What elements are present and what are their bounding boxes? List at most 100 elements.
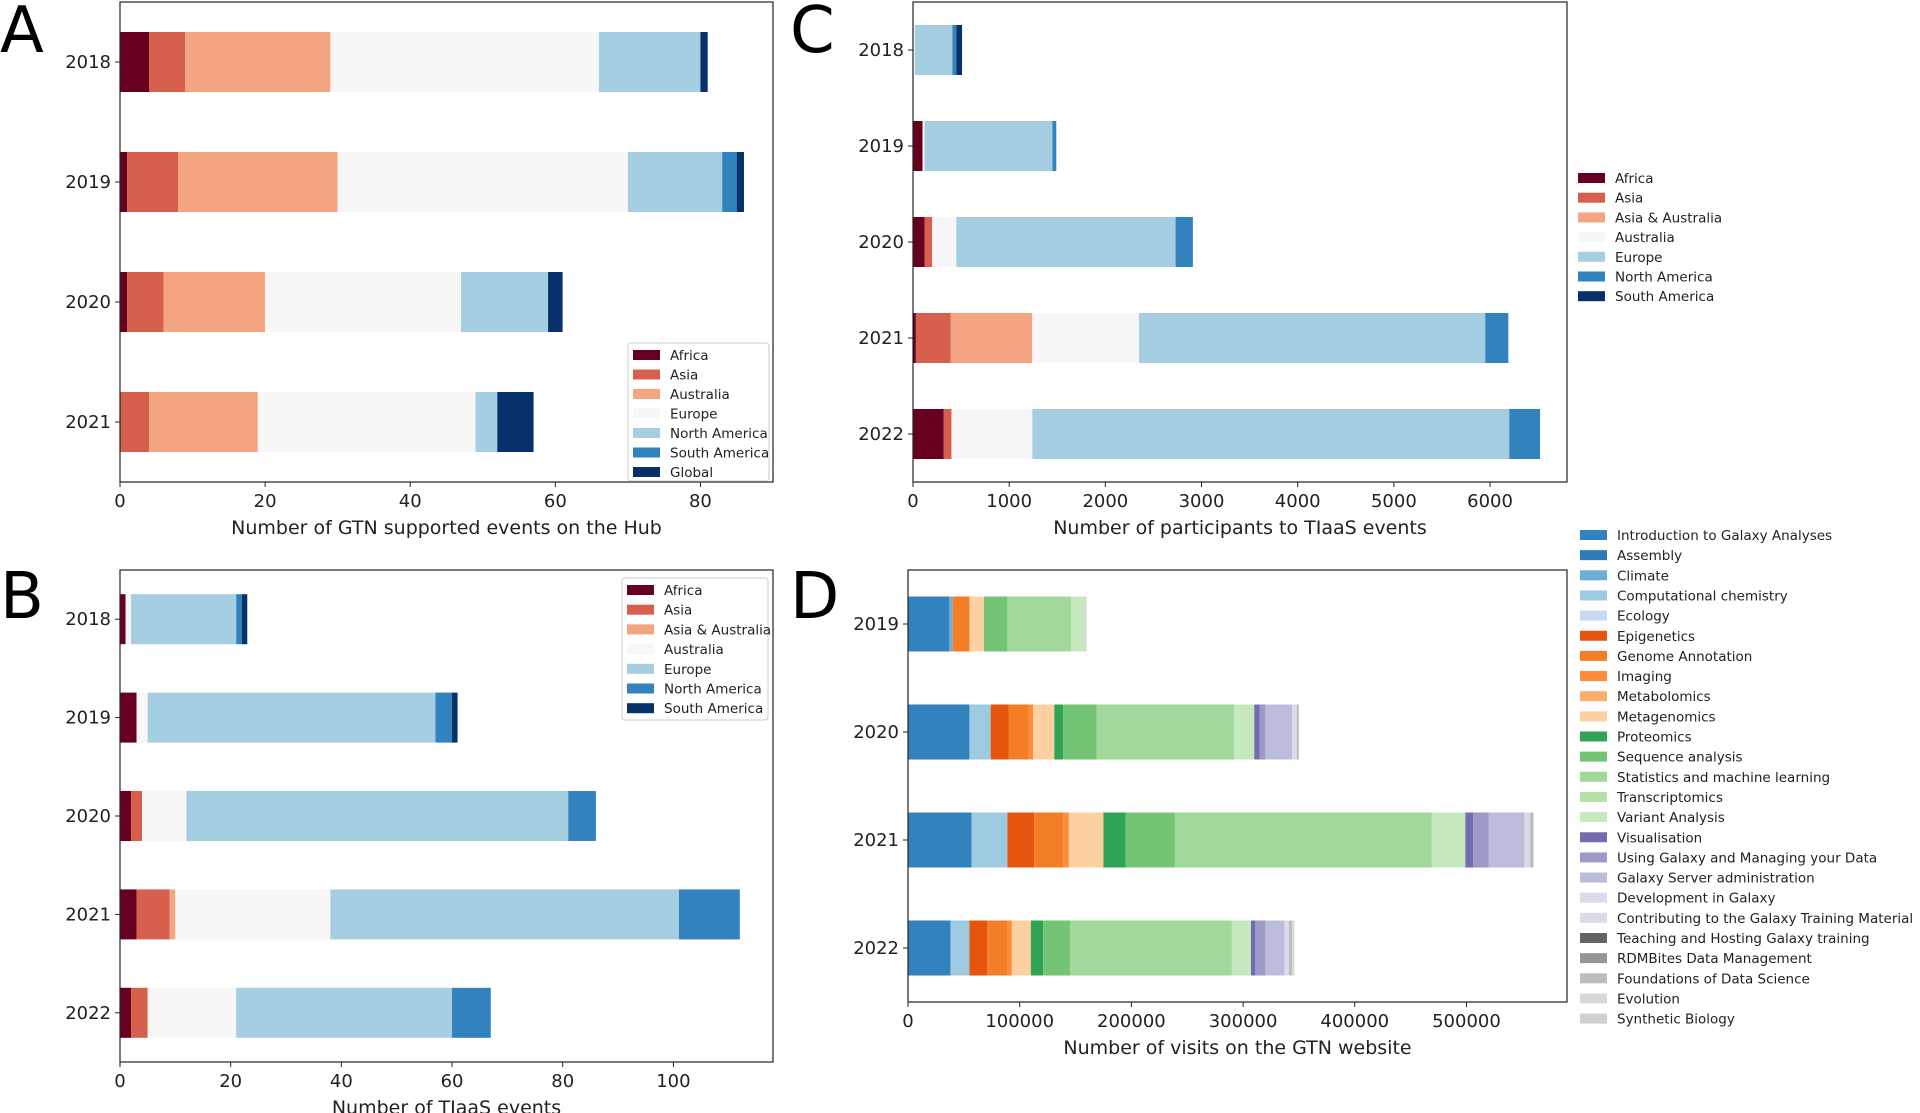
bar-d-2019-sequence-analysis xyxy=(983,596,1008,652)
ytick-label-d-2019: 2019 xyxy=(853,614,899,635)
xtick-label-b-0: 0 xyxy=(114,1071,125,1092)
legend-swatch-d-imaging xyxy=(1580,671,1607,682)
bar-b-2021-asia-australia xyxy=(169,889,176,940)
bar-a-2019-australia xyxy=(178,152,338,212)
xtick-label-d-300000: 300000 xyxy=(1209,1011,1278,1032)
legend-label-d-computational-chemistry: Computational chemistry xyxy=(1617,588,1788,604)
bar-d-2022-evolution xyxy=(1292,920,1295,976)
bar-d-2020-using-galaxy-and-managing-your-data xyxy=(1259,704,1266,760)
bar-c-2021-africa xyxy=(913,313,916,363)
bar-a-2019-europe xyxy=(337,152,628,212)
legend-swatch-d-visualisation xyxy=(1580,832,1607,843)
bar-b-2021-europe xyxy=(330,889,679,940)
ytick-label-b-2019: 2019 xyxy=(65,708,111,729)
legend-swatch-b-north-america xyxy=(627,683,654,694)
legend-label-a-global: Global xyxy=(670,465,713,481)
bar-b-2021-africa xyxy=(120,889,137,940)
panel-c-chart: 2018 2019 2020 2021 2022 0 1000 2000 3000 4000 500… xyxy=(858,1,1722,539)
legend-label-a-north-america: North America xyxy=(670,426,768,442)
legend-swatch-c-australia xyxy=(1578,232,1605,243)
legend-label-d-using-galaxy-and-managing-your-data: Using Galaxy and Managing your Data xyxy=(1617,850,1877,866)
xtick-label-c-2000: 2000 xyxy=(1082,491,1128,512)
bar-d-2021-metagenomics xyxy=(1068,812,1104,868)
legend-label-a-australia: Australia xyxy=(670,387,730,403)
xlabel-c: Number of participants to TIaaS events xyxy=(1053,517,1427,539)
bar-a-2020-north-america xyxy=(461,272,549,332)
legend-swatch-d-ecology xyxy=(1580,610,1607,621)
xtick-label-b-60: 60 xyxy=(441,1071,464,1092)
legend-label-d-teaching-and-hosting-galaxy-training: Teaching and Hosting Galaxy training xyxy=(1616,931,1870,947)
legend-swatch-d-contributing-to-the-galaxy-training-material xyxy=(1580,912,1607,923)
legend-c: Africa Asia Asia & Australia Australia Europ… xyxy=(1578,171,1722,305)
bar-c-2018-australia xyxy=(913,25,915,75)
ytick-label-a-2018: 2018 xyxy=(65,52,111,73)
legend-label-a-africa: Africa xyxy=(670,348,709,364)
legend-swatch-c-south-america xyxy=(1578,291,1605,302)
xtick-label-a-60: 60 xyxy=(544,491,567,512)
xtick-label-d-100000: 100000 xyxy=(985,1011,1054,1032)
xtick-label-c-4000: 4000 xyxy=(1275,491,1321,512)
bar-c-2021-asia-australia xyxy=(950,313,1033,363)
bar-d-2020-development-in-galaxy xyxy=(1292,704,1297,760)
bar-d-2022-visualisation xyxy=(1250,920,1256,976)
xtick-label-a-80: 80 xyxy=(689,491,712,512)
panel-b-chart: 2018 2019 2020 2021 2022 0 20 40 60 80 100 Number o… xyxy=(65,569,774,1113)
legend-swatch-b-australia xyxy=(627,644,654,655)
bar-d-2020-galaxy-server-administration xyxy=(1265,704,1293,760)
legend-label-b-asia-australia: Asia & Australia xyxy=(664,622,771,638)
bar-d-2020-metagenomics xyxy=(1033,704,1055,760)
legend-label-d-galaxy-server-administration: Galaxy Server administration xyxy=(1617,871,1815,887)
bar-c-2020-australia xyxy=(932,217,957,267)
xlabel-b: Number of TIaaS events xyxy=(332,1097,561,1113)
legend-label-d-imaging: Imaging xyxy=(1617,669,1672,685)
bar-d-2022-computational-chemistry xyxy=(950,920,970,976)
bar-d-2022-metagenomics xyxy=(1011,920,1031,976)
ytick-label-c-2022: 2022 xyxy=(858,424,904,445)
legend-swatch-a-asia xyxy=(633,369,660,380)
legend-swatch-d-introduction-to-galaxy-analyses xyxy=(1580,530,1607,540)
xtick-label-b-40: 40 xyxy=(330,1071,353,1092)
legend-swatch-d-rdmbites-data-management xyxy=(1580,953,1607,964)
legend-label-a-europe: Europe xyxy=(670,407,717,423)
bar-c-2018-europe xyxy=(914,25,953,75)
legend-swatch-b-africa xyxy=(627,585,654,595)
bar-d-2021-imaging xyxy=(1063,812,1069,868)
bar-c-2018-north-america xyxy=(952,25,957,75)
axes-frame-c xyxy=(912,1,1568,483)
legend-swatch-d-climate xyxy=(1580,570,1607,581)
legend-swatch-a-australia xyxy=(633,389,660,399)
legend-label-a-asia: Asia xyxy=(670,368,698,384)
bar-d-2020-epigenetics xyxy=(990,704,1009,760)
legend-label-d-metagenomics: Metagenomics xyxy=(1617,709,1716,725)
bar-c-2019-north-america xyxy=(1052,121,1057,171)
ytick-label-b-2021: 2021 xyxy=(65,904,111,925)
bar-c-2021-europe xyxy=(1139,313,1486,363)
xtick-label-c-5000: 5000 xyxy=(1371,491,1417,512)
bar-b-2022-europe xyxy=(236,987,453,1038)
xtick-label-d-200000: 200000 xyxy=(1097,1011,1166,1032)
bar-c-2021-north-america xyxy=(1485,313,1509,363)
bar-b-2018-north-america xyxy=(236,594,242,645)
legend-label-d-rdmbites-data-management: RDMBites Data Management xyxy=(1617,951,1812,967)
bar-b-2021-asia xyxy=(136,889,170,940)
legend-label-d-contributing-to-the-galaxy-training-material: Contributing to the Galaxy Training Mate… xyxy=(1617,911,1913,927)
bar-d-2022-introduction-to-galaxy-analyses xyxy=(908,920,951,976)
legend-label-c-africa: Africa xyxy=(1615,171,1654,187)
bar-b-2020-africa xyxy=(120,791,132,841)
bar-d-2019-statistics-and-machine-learning xyxy=(1007,596,1072,652)
bar-c-2019-australia xyxy=(922,121,925,171)
bar-a-2019-africa xyxy=(120,152,128,212)
bar-d-2022-galaxy-server-administration xyxy=(1265,920,1285,976)
ytick-label-c-2018: 2018 xyxy=(858,40,904,61)
legend-label-c-north-america: North America xyxy=(1615,270,1713,286)
bar-b-2019-north-america xyxy=(435,692,453,743)
legend-label-d-genome-annotation: Genome Annotation xyxy=(1617,649,1752,665)
legend-swatch-b-south-america xyxy=(627,703,654,714)
bar-a-2021-europe xyxy=(257,392,476,452)
bar-b-2019-africa xyxy=(120,692,137,743)
bar-a-2019-south-america xyxy=(722,152,737,212)
xtick-label-c-6000: 6000 xyxy=(1467,491,1513,512)
legend-swatch-d-transcriptomics xyxy=(1580,791,1607,802)
bar-b-2020-north-america xyxy=(568,791,596,841)
